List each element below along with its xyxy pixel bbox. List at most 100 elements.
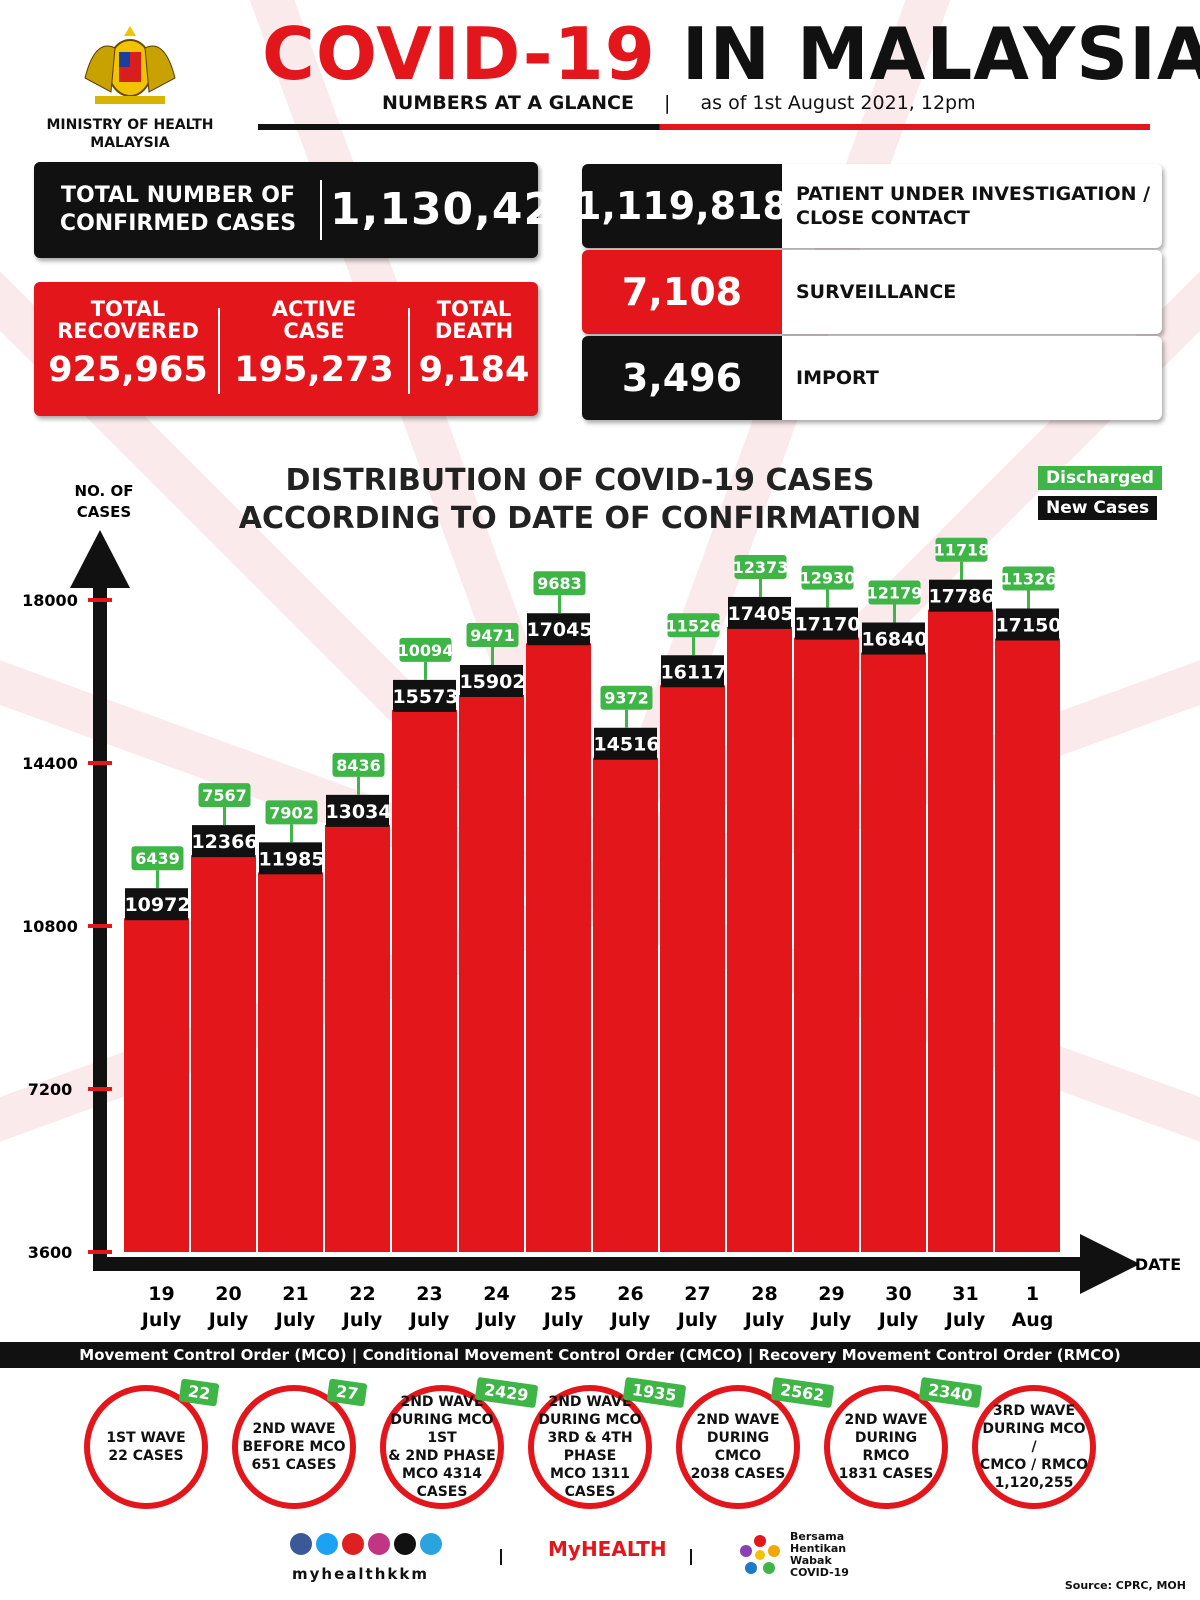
divider bbox=[500, 1549, 502, 1565]
discharged-label-box bbox=[533, 571, 586, 596]
x-tick-label: 24 bbox=[483, 1283, 509, 1305]
as-of-date: as of 1st August 2021, 12pm bbox=[700, 92, 976, 114]
outcome-box: TOTAL RECOVERED 925,965 ACTIVE CASE 195,… bbox=[34, 282, 538, 416]
chart-title: DISTRIBUTION OF COVID-19 CASES ACCORDING… bbox=[238, 463, 922, 536]
bar-new-cases bbox=[124, 918, 189, 1252]
bar-new-cases bbox=[995, 638, 1060, 1252]
source-value: 7,108 bbox=[582, 250, 782, 334]
new-cases-label-box bbox=[460, 664, 523, 697]
discharged-label-box bbox=[265, 800, 318, 825]
wave-circle: 2ND WAVE DURING CMCO 2038 CASES bbox=[676, 1385, 800, 1509]
new-cases-label-box bbox=[728, 596, 791, 629]
new-cases-value: 13034 bbox=[325, 801, 391, 823]
flower-logo-icon bbox=[740, 1535, 780, 1574]
divider bbox=[408, 308, 410, 394]
confirmed-label: TOTAL NUMBER OF CONFIRMED CASES bbox=[59, 183, 297, 236]
new-cases-value: 14516 bbox=[593, 734, 659, 756]
wave-circle: 1ST WAVE 22 CASES bbox=[84, 1385, 208, 1509]
new-cases-value: 15573 bbox=[392, 686, 458, 708]
bar-new-cases bbox=[660, 685, 725, 1252]
x-tick-label: July bbox=[743, 1309, 785, 1331]
discharged-value: 9471 bbox=[470, 626, 515, 645]
crest-icon bbox=[84, 26, 176, 104]
discharged-value: 9683 bbox=[537, 574, 582, 593]
bar-new-cases bbox=[459, 694, 524, 1252]
bar-new-cases bbox=[258, 872, 323, 1252]
y-tick-label: 7200 bbox=[28, 1080, 73, 1099]
discharged-label-box bbox=[198, 783, 251, 808]
tiktok-icon[interactable] bbox=[394, 1533, 416, 1555]
new-cases-value: 10972 bbox=[124, 894, 190, 916]
legend-discharged: Discharged bbox=[1038, 466, 1162, 490]
discharged-label-box bbox=[1002, 566, 1055, 591]
youtube-icon[interactable] bbox=[342, 1533, 364, 1555]
new-cases-label-box bbox=[259, 842, 322, 875]
bar-new-cases bbox=[861, 652, 926, 1252]
x-tick-label: July bbox=[475, 1309, 517, 1331]
source-value: 1,119,818 bbox=[575, 164, 789, 248]
active-label: ACTIVE CASE bbox=[271, 297, 357, 343]
waves-row: 1ST WAVE 22 CASES 22 2ND WAVE BEFORE MCO 6… bbox=[80, 1376, 1120, 1509]
new-cases-label-box bbox=[393, 679, 456, 712]
x-tick-label: July bbox=[140, 1309, 182, 1331]
bar-new-cases bbox=[727, 626, 792, 1252]
subtitle: NUMBERS AT A GLANCE bbox=[382, 92, 634, 114]
new-cases-value: 17405 bbox=[727, 603, 793, 625]
y-axis-label: CASES bbox=[77, 503, 131, 521]
divider bbox=[320, 180, 322, 240]
discharged-value: 12179 bbox=[867, 584, 923, 603]
x-tick-label: 19 bbox=[148, 1283, 174, 1305]
x-tick-label: July bbox=[676, 1309, 718, 1331]
source-row-surveillance: 7,108 SURVEILLANCE bbox=[582, 250, 1162, 334]
wave-circle: 2ND WAVE DURING MCO 3RD & 4TH PHASE MCO … bbox=[528, 1385, 652, 1509]
discharged-label-box bbox=[399, 637, 452, 662]
telegram-icon[interactable] bbox=[420, 1533, 442, 1555]
x-tick-label: 27 bbox=[684, 1283, 710, 1305]
discharged-value: 7902 bbox=[269, 803, 314, 822]
discharged-value: 8436 bbox=[336, 756, 381, 775]
discharged-label-box bbox=[466, 622, 519, 647]
instagram-icon[interactable] bbox=[368, 1533, 390, 1555]
discharged-value: 7567 bbox=[202, 786, 247, 805]
x-tick-label: 1 bbox=[1026, 1283, 1039, 1305]
legend-new-cases: New Cases bbox=[1038, 496, 1158, 520]
active-cell: ACTIVE CASE 195,273 bbox=[230, 298, 398, 390]
recovered-cell: TOTAL RECOVERED 925,965 bbox=[48, 298, 208, 390]
new-cases-label-box bbox=[326, 794, 389, 827]
facebook-icon[interactable] bbox=[290, 1533, 312, 1555]
new-cases-label-box bbox=[795, 607, 858, 640]
death-cell: TOTAL DEATH 9,184 bbox=[414, 298, 534, 390]
social-handle[interactable]: myhealthkkm bbox=[292, 1565, 429, 1583]
discharged-label-box bbox=[332, 752, 385, 777]
new-cases-label-box bbox=[996, 608, 1059, 641]
y-tick-label: 14400 bbox=[22, 754, 78, 773]
x-tick-label: 31 bbox=[952, 1283, 978, 1305]
x-tick-label: 29 bbox=[818, 1283, 844, 1305]
x-tick-label: July bbox=[207, 1309, 249, 1331]
discharged-value: 10094 bbox=[398, 641, 454, 660]
x-tick-label: July bbox=[408, 1309, 450, 1331]
source-value: 3,496 bbox=[582, 336, 782, 420]
title-covid: COVID-19 bbox=[262, 12, 656, 96]
mco-band: Movement Control Order (MCO) | Condition… bbox=[0, 1342, 1200, 1368]
divider bbox=[690, 1549, 692, 1565]
new-cases-value: 17786 bbox=[928, 586, 994, 608]
social-icons bbox=[290, 1533, 442, 1555]
new-cases-label-box bbox=[192, 825, 255, 858]
bar-new-cases bbox=[794, 637, 859, 1252]
y-tick-label: 3600 bbox=[28, 1243, 73, 1262]
y-axis-arrow-icon bbox=[70, 530, 130, 588]
recovered-value: 925,965 bbox=[48, 350, 208, 390]
confirmed-value: 1,130,422 bbox=[330, 184, 587, 235]
source-row-import: 3,496 IMPORT bbox=[582, 336, 1162, 420]
bar-new-cases bbox=[593, 757, 658, 1252]
x-axis-label: DATE bbox=[1135, 1255, 1181, 1274]
discharged-label-box bbox=[734, 554, 787, 579]
wave-circle: 3RD WAVE DURING MCO / CMCO / RMCO 1,120,… bbox=[972, 1385, 1096, 1509]
ministry-logo-block: MINISTRY OF HEALTH MALAYSIA bbox=[40, 18, 220, 152]
x-tick-label: 26 bbox=[617, 1283, 643, 1305]
twitter-icon[interactable] bbox=[316, 1533, 338, 1555]
discharged-value: 11526 bbox=[666, 616, 722, 635]
source-row-pui: 1,119,818 PATIENT UNDER INVESTIGATION / … bbox=[575, 164, 1162, 248]
x-tick-label: 28 bbox=[751, 1283, 777, 1305]
